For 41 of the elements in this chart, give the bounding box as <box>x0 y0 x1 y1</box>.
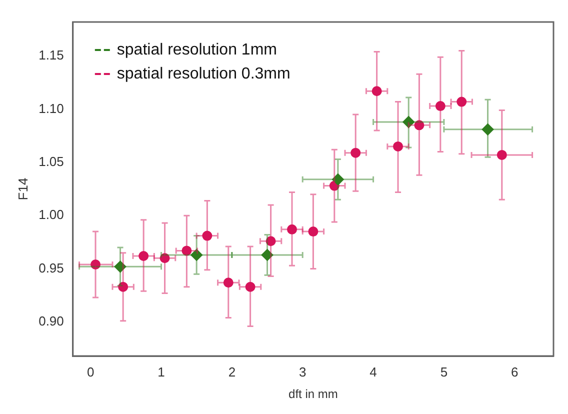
y-tick-label: 1.00 <box>38 207 64 222</box>
y-axis-title: F14 <box>15 178 30 200</box>
point <box>223 278 234 288</box>
point <box>90 260 101 270</box>
point <box>118 282 128 292</box>
point <box>435 101 446 112</box>
point <box>138 251 149 262</box>
point <box>456 96 467 107</box>
point <box>202 230 212 241</box>
point <box>266 236 276 246</box>
point <box>287 224 297 234</box>
x-tick-label: 1 <box>158 364 165 380</box>
y-tick-label: 1.05 <box>38 154 64 169</box>
x-tick-label: 6 <box>511 364 518 380</box>
legend-label: spatial resolution 1mm <box>116 41 277 58</box>
x-tick-label: 3 <box>298 364 306 380</box>
point <box>402 116 415 128</box>
point <box>496 150 507 160</box>
point <box>350 148 361 158</box>
x-tick-label: 4 <box>370 364 377 380</box>
point <box>114 260 126 273</box>
point <box>393 141 404 152</box>
point <box>414 120 424 130</box>
x-tick-label: 2 <box>228 364 236 380</box>
y-tick-label: 1.10 <box>38 100 64 116</box>
point <box>245 282 256 292</box>
y-tick-label: 1.15 <box>38 48 64 63</box>
x-tick-label: 5 <box>440 364 448 380</box>
point <box>190 248 203 261</box>
x-axis-title: dft in mm <box>288 387 338 402</box>
point <box>261 248 274 261</box>
point <box>482 123 494 136</box>
point <box>182 246 192 256</box>
x-tick-label: 0 <box>86 364 94 380</box>
point <box>332 173 344 186</box>
point <box>308 226 318 237</box>
y-tick-label: 0.95 <box>38 260 64 276</box>
point <box>372 86 382 96</box>
legend-label: spatial resolution 0.3mm <box>116 65 290 82</box>
y-tick-label: 0.90 <box>38 314 64 329</box>
point <box>160 253 170 264</box>
